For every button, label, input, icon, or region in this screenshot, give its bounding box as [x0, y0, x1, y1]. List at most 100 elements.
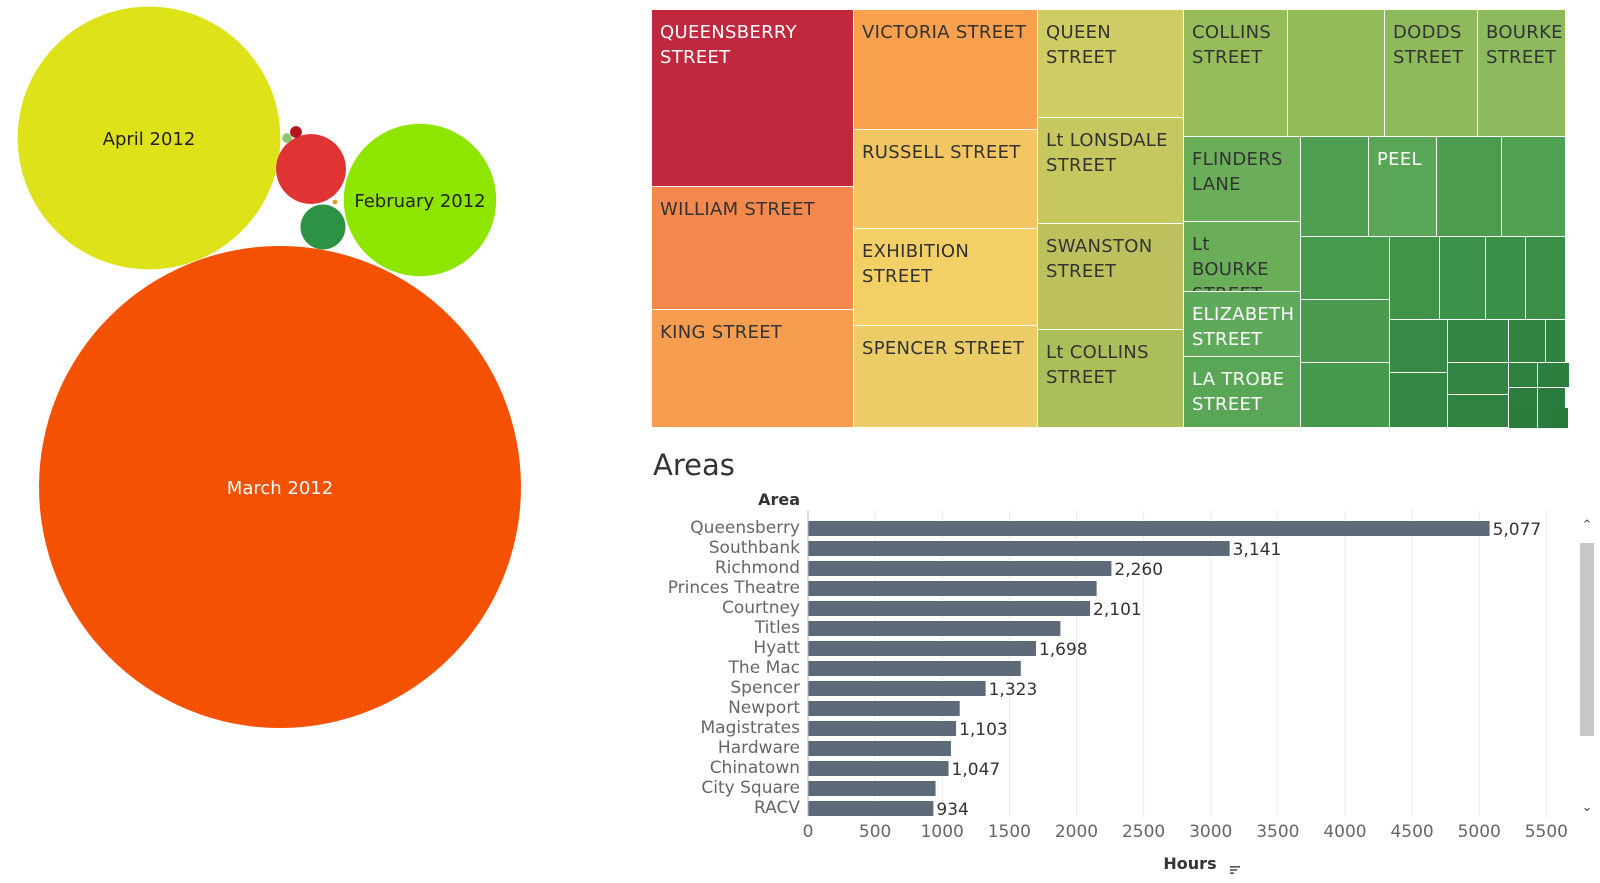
bar[interactable]: [808, 781, 936, 796]
bar[interactable]: [808, 601, 1091, 616]
bubble[interactable]: [276, 134, 346, 204]
bar[interactable]: [808, 801, 934, 816]
category-label: Hardware: [718, 738, 800, 758]
bubble[interactable]: [332, 199, 338, 205]
treemap-cell[interactable]: [1509, 388, 1538, 409]
treemap-cell[interactable]: [1553, 363, 1570, 388]
treemap-cell[interactable]: [1546, 320, 1566, 363]
treemap-cell[interactable]: KING STREET: [652, 310, 854, 428]
treemap-cell[interactable]: [1538, 388, 1566, 409]
bubble[interactable]: [282, 133, 292, 143]
treemap-cell[interactable]: [1288, 10, 1385, 137]
treemap-cell[interactable]: [1526, 237, 1566, 320]
bubble[interactable]: [290, 126, 302, 138]
bubble[interactable]: [343, 123, 497, 277]
bubble-label: March 2012: [227, 478, 333, 499]
treemap-cell[interactable]: [1448, 363, 1509, 395]
treemap-cell[interactable]: [1390, 320, 1448, 373]
bar[interactable]: [808, 661, 1021, 676]
treemap-cell[interactable]: QUEEN STREET: [1038, 10, 1184, 118]
bar[interactable]: [808, 621, 1061, 636]
bar[interactable]: [808, 761, 949, 776]
x-tick-label: 2000: [1055, 822, 1098, 842]
x-tick-label: 3000: [1189, 822, 1232, 842]
treemap-cell[interactable]: [1486, 237, 1526, 320]
treemap-cell[interactable]: [1437, 137, 1502, 237]
treemap-cell[interactable]: [1509, 320, 1546, 363]
treemap-cell[interactable]: [1390, 237, 1440, 320]
x-axis-title: Hours: [1163, 854, 1216, 873]
category-label: The Mac: [728, 658, 800, 678]
treemap-cell[interactable]: COLLINS STREET: [1184, 10, 1288, 137]
treemap-cell[interactable]: Lt LONSDALE STREET: [1038, 118, 1184, 224]
treemap-cell[interactable]: FLINDERS LANE: [1184, 137, 1301, 222]
category-label: Newport: [728, 698, 800, 718]
treemap-cell-label: QUEENSBERRY STREET: [660, 22, 797, 68]
bar[interactable]: [808, 541, 1230, 556]
data-label: 1,323: [989, 680, 1038, 700]
treemap-cell-label: DODDS STREET: [1393, 22, 1464, 68]
treemap-cell-label: COLLINS STREET: [1192, 22, 1272, 68]
treemap-cell[interactable]: [1301, 363, 1390, 428]
treemap-cell[interactable]: [1390, 373, 1448, 428]
x-tick-label: 3500: [1256, 822, 1299, 842]
treemap-cell-label: LA TROBE STREET: [1192, 369, 1285, 415]
scrollbar[interactable]: ⌃ ⌄: [1578, 518, 1596, 816]
bubble[interactable]: [39, 246, 521, 728]
bar[interactable]: [808, 561, 1112, 576]
treemap-cell[interactable]: [1509, 363, 1538, 388]
treemap-cell[interactable]: [1509, 408, 1538, 429]
treemap-cell[interactable]: EXHIBITION STREET: [854, 229, 1038, 326]
scroll-up-icon[interactable]: ⌃: [1581, 518, 1593, 533]
treemap-cell[interactable]: [1301, 237, 1390, 300]
street-treemap: QUEENSBERRY STREET WILLIAM STREET KING STR…: [652, 10, 1586, 429]
treemap-cell[interactable]: WILLIAM STREET: [652, 187, 854, 310]
bar[interactable]: [808, 721, 957, 736]
treemap-cell[interactable]: ELIZABETH STREET: [1184, 292, 1301, 357]
treemap-cell[interactable]: [1502, 137, 1566, 237]
treemap-cell[interactable]: [1448, 395, 1509, 428]
treemap-cell[interactable]: PEEL: [1369, 137, 1437, 237]
x-tick-label: 5500: [1525, 822, 1568, 842]
scroll-down-icon[interactable]: ⌄: [1581, 800, 1593, 815]
treemap-cell-label: BOURKE STREET: [1486, 22, 1563, 68]
treemap-cell[interactable]: BOURKE STREET: [1478, 10, 1566, 137]
bubble[interactable]: [17, 6, 281, 270]
bar[interactable]: [808, 701, 960, 716]
treemap-cell[interactable]: SPENCER STREET: [854, 326, 1038, 428]
treemap-cell-label: VICTORIA STREET: [862, 22, 1027, 43]
bubble[interactable]: [300, 204, 346, 250]
bar[interactable]: [808, 741, 951, 756]
treemap-cell[interactable]: Lt BOURKE STREET: [1184, 222, 1301, 292]
treemap-cell[interactable]: [1440, 237, 1486, 320]
treemap-cell[interactable]: SWANSTON STREET: [1038, 224, 1184, 330]
bar[interactable]: [808, 641, 1036, 656]
treemap-cell[interactable]: LA TROBE STREET: [1184, 357, 1301, 428]
treemap-cell-label: SWANSTON STREET: [1046, 236, 1153, 282]
category-label: Queensberry: [690, 518, 800, 538]
bubble-label: April 2012: [103, 129, 196, 150]
bar[interactable]: [808, 521, 1490, 536]
treemap-cell[interactable]: QUEENSBERRY STREET: [652, 10, 854, 187]
sort-icon[interactable]: [1229, 864, 1241, 876]
treemap-cell[interactable]: [1301, 300, 1390, 363]
data-label: 3,141: [1233, 540, 1282, 560]
treemap-cell[interactable]: RUSSELL STREET: [854, 130, 1038, 229]
treemap-cell[interactable]: VICTORIA STREET: [854, 10, 1038, 130]
category-label: Spencer: [730, 678, 800, 698]
category-label: RACV: [754, 798, 800, 818]
x-tick-label: 1500: [988, 822, 1031, 842]
treemap-cell-label: SPENCER STREET: [862, 338, 1025, 359]
data-label: 1,103: [959, 720, 1008, 740]
treemap-cell-label: KING STREET: [660, 322, 783, 343]
scroll-thumb[interactable]: [1580, 543, 1594, 736]
category-label: Princes Theatre: [668, 578, 800, 598]
bar[interactable]: [808, 581, 1097, 596]
treemap-cell[interactable]: [1552, 408, 1569, 429]
treemap-cell[interactable]: DODDS STREET: [1385, 10, 1478, 137]
treemap-cell[interactable]: [1448, 320, 1509, 363]
treemap-cell[interactable]: Lt COLLINS STREET: [1038, 330, 1184, 428]
category-label: Richmond: [715, 558, 800, 578]
treemap-cell[interactable]: [1301, 137, 1369, 237]
bar[interactable]: [808, 681, 986, 696]
